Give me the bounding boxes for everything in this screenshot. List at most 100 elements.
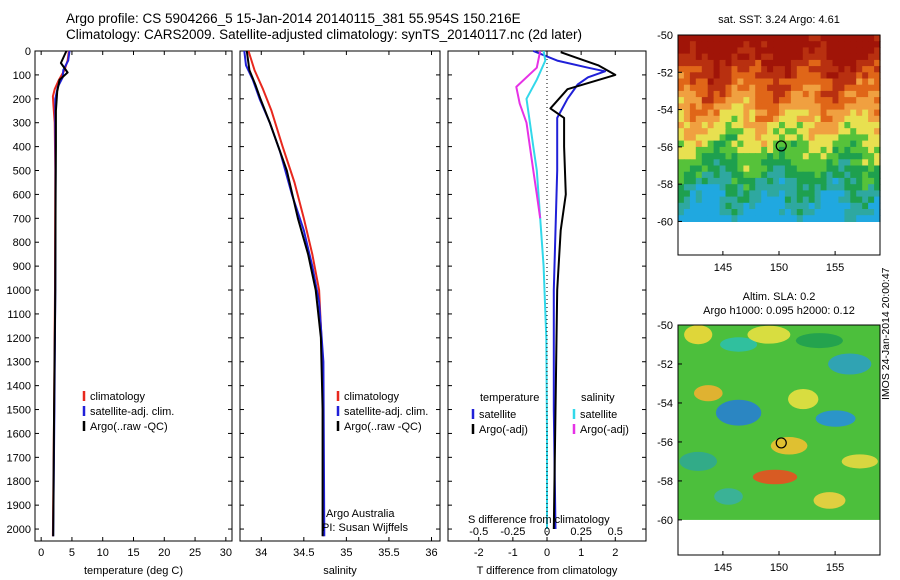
map-cell	[701, 146, 709, 154]
map-cell	[755, 202, 762, 210]
map-cell	[713, 103, 721, 111]
map-cell	[796, 115, 804, 123]
map-cell	[755, 190, 762, 198]
map-cell	[773, 35, 780, 42]
map-cell	[850, 215, 857, 222]
map-cell	[731, 128, 738, 135]
map-cell	[779, 196, 786, 204]
legend-label: climatology	[344, 391, 400, 403]
map-cell	[749, 153, 756, 160]
map-cell	[862, 184, 869, 191]
map-cell	[707, 202, 715, 210]
map-cell	[773, 90, 780, 98]
map-cell	[719, 122, 727, 129]
map-cell	[725, 84, 732, 92]
map-cell	[832, 97, 839, 104]
map-cell	[838, 165, 845, 173]
map-cell	[749, 159, 756, 167]
map-cell	[850, 122, 857, 129]
map-cell	[838, 134, 845, 142]
map-blob	[813, 492, 846, 509]
map-cell	[678, 190, 685, 198]
map-cell	[749, 215, 756, 222]
map-cell	[838, 159, 845, 167]
map-cell	[701, 128, 709, 135]
map-cell	[695, 165, 703, 173]
map-cell	[731, 190, 738, 198]
map-cell	[701, 165, 709, 173]
map-cell	[767, 84, 774, 92]
map-cell	[743, 66, 750, 73]
map-cell	[707, 128, 715, 135]
map-cell	[719, 84, 727, 92]
x-tick-label: 155	[826, 262, 844, 274]
map-cell	[856, 146, 863, 154]
map-cell	[731, 115, 738, 123]
map-cell	[856, 35, 863, 42]
map-cell	[856, 47, 863, 55]
map-cell	[779, 171, 786, 179]
map-cell	[862, 128, 869, 135]
map-cell	[767, 153, 774, 160]
map-cell	[796, 35, 804, 42]
map-cell	[749, 41, 756, 48]
map-cell	[743, 115, 750, 123]
map-cell	[826, 146, 833, 154]
map-cell	[707, 190, 715, 198]
map-cell	[874, 202, 881, 210]
map-cell	[814, 140, 822, 148]
legend-label: satellite	[479, 409, 516, 421]
map-cell	[731, 47, 738, 55]
sst-map-title: sat. SST: 3.24 Argo: 4.61	[718, 14, 840, 26]
map-cell	[743, 78, 750, 86]
map-cell	[683, 47, 691, 55]
map-cell	[838, 171, 845, 179]
map-cell	[808, 115, 816, 123]
map-cell	[808, 72, 816, 80]
map-cell	[731, 159, 738, 167]
series-line-argo	[549, 51, 617, 530]
map-cell	[767, 146, 774, 154]
map-cell	[844, 72, 851, 80]
map-cell	[844, 97, 851, 104]
map-cell	[838, 184, 845, 191]
map-cell	[856, 53, 863, 61]
map-cell	[868, 128, 875, 135]
map-cell	[802, 196, 810, 204]
map-cell	[784, 209, 792, 216]
map-cell	[761, 66, 768, 73]
map-cell	[755, 128, 762, 135]
map-cell	[725, 140, 732, 148]
map-cell	[874, 209, 881, 216]
map-cell	[767, 190, 774, 198]
map-cell	[678, 109, 685, 117]
map-cell	[683, 41, 691, 48]
map-cell	[755, 140, 762, 148]
map-cell	[767, 202, 774, 210]
map-cell	[749, 190, 756, 198]
map-cell	[695, 53, 703, 61]
map-cell	[755, 171, 762, 179]
map-cell	[767, 159, 774, 167]
map-cell	[802, 171, 810, 179]
map-cell	[850, 140, 857, 148]
map-cell	[695, 47, 703, 55]
map-cell	[779, 165, 786, 173]
map-cell	[874, 47, 881, 55]
map-cell	[749, 66, 756, 73]
map-cell	[755, 215, 762, 222]
map-cell	[862, 215, 869, 222]
map-cell	[862, 196, 869, 204]
map-cell	[868, 97, 875, 104]
map-cell	[814, 103, 822, 111]
map-cell	[773, 47, 780, 55]
map-cell	[814, 134, 822, 142]
map-cell	[802, 109, 810, 117]
map-cell	[761, 84, 768, 92]
map-cell	[790, 53, 798, 61]
map-cell	[868, 165, 875, 173]
map-cell	[701, 72, 709, 80]
map-cell	[701, 109, 709, 117]
map-cell	[838, 53, 845, 61]
y-tick-label: -52	[657, 359, 673, 371]
